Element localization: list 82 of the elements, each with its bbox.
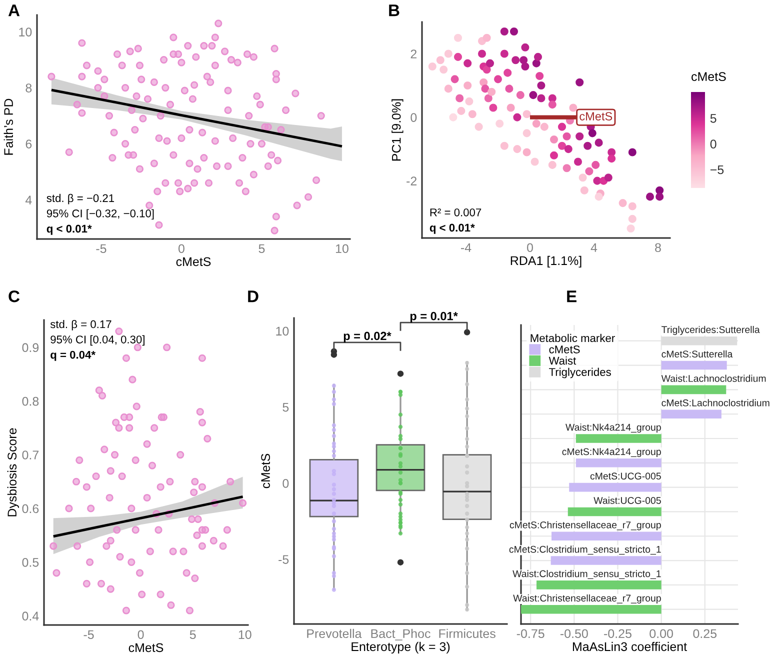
category-label: Waist:Christensellaceae_r7_group — [513, 594, 661, 604]
x-tick-label: Prevotella — [307, 628, 362, 638]
color-bar-label: 0 — [710, 140, 716, 149]
x-tick-label: -0.75 — [516, 629, 544, 638]
x-tick-label: -0.50 — [560, 629, 588, 638]
color-bar-title: cMetS — [692, 72, 726, 82]
x-axis-title: RDA1 [1.1%] — [510, 256, 582, 268]
x-tick-label: Firmicutes — [439, 628, 496, 638]
legend-title: Metabolic marker — [530, 334, 615, 342]
legend-label: cMetS — [549, 345, 580, 354]
category-label: cMetS:Lachnoclostridium — [662, 399, 770, 406]
annotation: 95% CI [−0.32, −0.10] — [46, 209, 154, 220]
category-label: Waist:UCG-005 — [594, 496, 661, 504]
y-tick-label: 0.8 — [22, 396, 39, 406]
chart-title: E — [567, 290, 576, 302]
annotation: std. β = −0.21 — [46, 194, 114, 204]
x-tick-label: 0.00 — [650, 629, 673, 638]
annotation: 95% CI [0.04, 0.30] — [50, 335, 144, 346]
y-tick-label: 0.5 — [22, 558, 39, 567]
category-label: Triglycerides:Sutterella — [662, 326, 760, 336]
annotation: q < 0.01* — [46, 224, 92, 235]
annotation: q = 0.04* — [50, 350, 96, 361]
y-tick-label: 4 — [25, 196, 32, 204]
series-label: cMetS — [580, 112, 612, 120]
x-tick-label: -0.25 — [604, 629, 632, 638]
category-label: cMetS:Sutterella — [662, 350, 733, 358]
annotation: std. β = 0.17 — [50, 320, 112, 330]
annotation: p = 0.02* — [344, 332, 392, 342]
x-tick-label: 0 — [178, 244, 184, 254]
category-label: Waist:Nk4a214_group — [566, 424, 661, 433]
x-tick-label: 10 — [238, 630, 252, 640]
x-tick-label: 5 — [190, 630, 196, 640]
category-label: Waist:Lachnoclostridium — [661, 374, 766, 382]
chart-title: D — [248, 290, 258, 302]
legend-label: Triglycerides — [549, 368, 611, 378]
y-tick-label: 0 — [282, 478, 289, 488]
y-tick-label: 10 — [19, 28, 32, 36]
x-tick-label: 5 — [258, 244, 265, 254]
x-tick-label: -5 — [84, 630, 94, 640]
y-axis-title: Faith’s PD — [4, 98, 13, 155]
y-tick-label: 5 — [282, 402, 289, 412]
y-axis-title: PC1 [9.0%] — [392, 99, 404, 161]
chart-title: A — [8, 4, 20, 16]
category-label: Waist:Clostridium_sensu_stricto_1 — [512, 570, 661, 580]
chart-title: C — [8, 290, 20, 302]
annotation: q < 0.01* — [430, 224, 475, 234]
chart-title: B — [389, 4, 400, 16]
y-tick-label: 0.6 — [22, 504, 39, 514]
x-tick-label: Bact_Phoc — [371, 628, 430, 640]
x-tick-label: 8 — [655, 243, 661, 252]
color-bar-label: 5 — [710, 114, 716, 123]
x-axis-title: MaAsLin3 coefficient — [572, 642, 687, 652]
y-tick-label: 6 — [26, 140, 32, 148]
x-tick-label: 0.25 — [693, 629, 717, 638]
x-axis-title: cMetS — [176, 257, 211, 266]
x-tick-label: 4 — [590, 243, 598, 252]
legend-label: Waist — [548, 356, 576, 365]
y-tick-label: 8 — [26, 84, 32, 92]
category-label: cMetS:UCG-005 — [590, 472, 661, 480]
category-label: cMetS:Christensellaceae_r7_group — [510, 521, 661, 530]
x-axis-title: Enterotype (k = 3) — [352, 642, 450, 654]
annotation: R² = 0.007 — [430, 208, 482, 216]
y-tick-label: 0.9 — [22, 343, 39, 352]
x-tick-label: -4 — [461, 243, 472, 252]
y-axis-title: Dysbiosis Score — [7, 428, 19, 516]
y-tick-label: 2 — [410, 50, 417, 58]
annotation: p = 0.01* — [410, 312, 458, 323]
y-tick-label: 10 — [276, 326, 289, 336]
x-tick-label: 0 — [138, 630, 144, 640]
x-axis-title: cMetS — [128, 643, 164, 652]
category-label: cMetS:Clostridium_sensu_stricto_1 — [509, 546, 661, 555]
x-tick-label: 10 — [336, 244, 348, 254]
y-axis-title: cMetS — [261, 454, 270, 488]
x-tick-label: 0 — [527, 243, 533, 252]
category-label: cMetS:Nk4a214_group — [562, 448, 661, 458]
color-bar-label: −5 — [710, 165, 724, 174]
y-tick-label: -2 — [406, 176, 417, 186]
y-tick-label: -5 — [278, 555, 289, 564]
y-tick-label: 0.7 — [22, 450, 39, 460]
y-tick-label: 0 — [410, 113, 417, 122]
y-tick-label: 0.4 — [22, 612, 39, 621]
x-tick-label: -5 — [96, 244, 106, 254]
